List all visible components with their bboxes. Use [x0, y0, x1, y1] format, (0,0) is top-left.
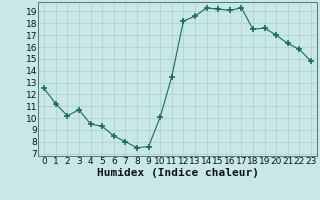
X-axis label: Humidex (Indice chaleur): Humidex (Indice chaleur): [97, 168, 259, 178]
